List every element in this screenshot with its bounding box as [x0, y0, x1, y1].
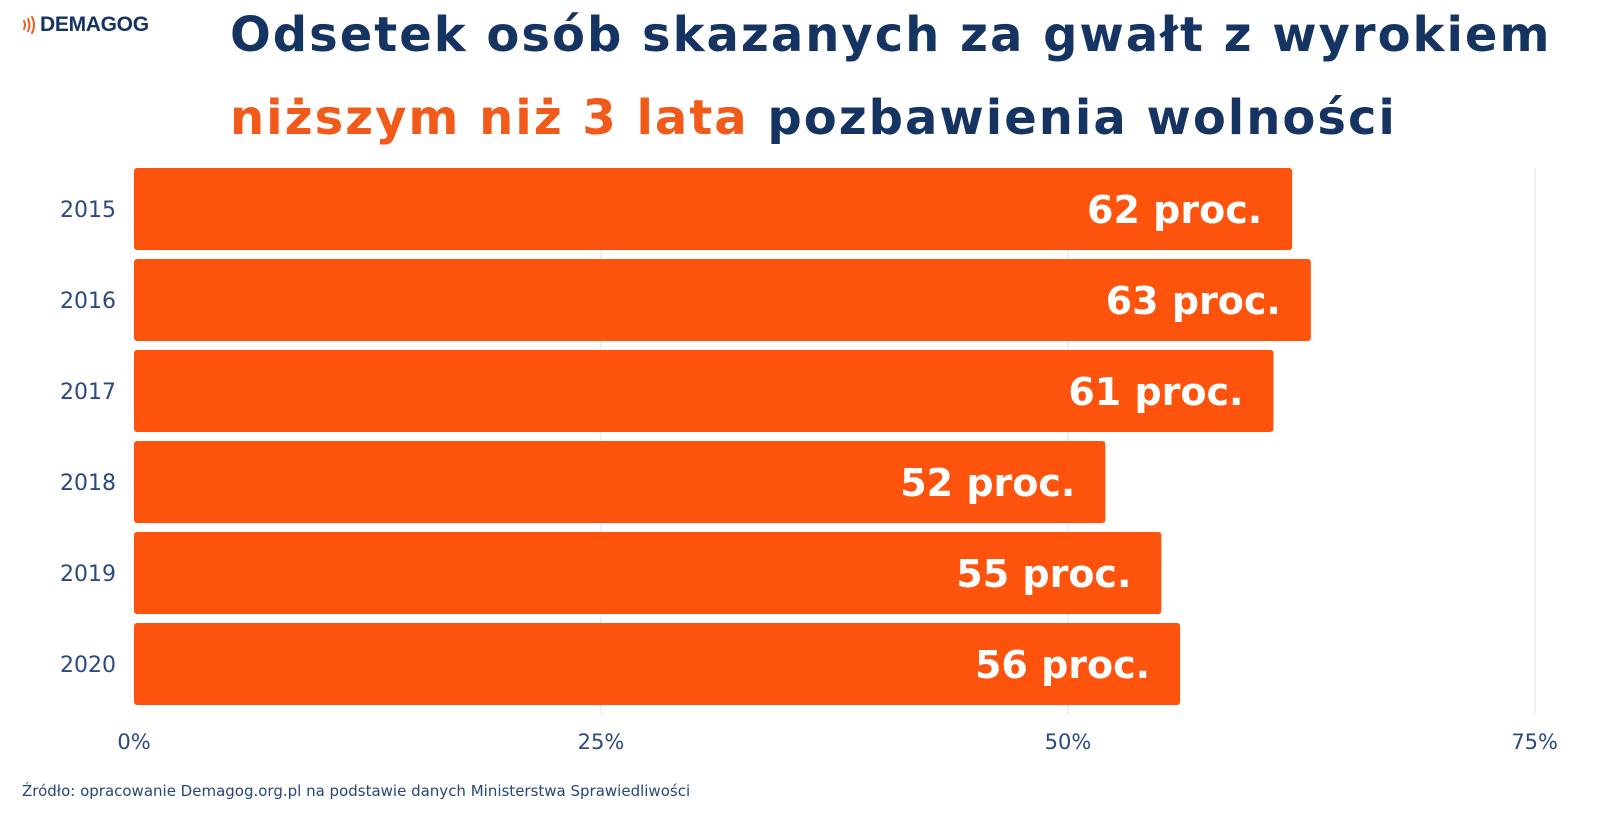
bar-2015: [134, 168, 1293, 250]
data-label: 55 proc.: [956, 552, 1131, 596]
bar-2019: [134, 532, 1162, 614]
chart-title-line1: Odsetek osób skazanych za gwałt z wyroki…: [230, 7, 1552, 63]
category-label: 2015: [60, 198, 116, 223]
category-label: 2016: [60, 289, 116, 314]
signal-icon: [23, 16, 35, 34]
data-label: 56 proc.: [975, 643, 1150, 687]
logo-text: DEMAGOG: [40, 13, 149, 36]
x-tick-label: 75%: [1511, 730, 1558, 754]
x-tick-label: 0%: [117, 730, 150, 754]
category-label: 2018: [60, 471, 116, 496]
data-label: 52 proc.: [900, 461, 1075, 505]
bar-2020: [134, 623, 1181, 705]
bar-2017: [134, 350, 1274, 432]
chart-title-line2: niższym niż 3 lata pozbawienia wolności: [230, 94, 1397, 142]
demagog-logo: DEMAGOG: [22, 13, 149, 37]
data-label: 63 proc.: [1106, 279, 1281, 323]
x-tick-label: 25%: [578, 730, 625, 754]
chart-title-rest: pozbawienia wolności: [748, 90, 1397, 146]
source-note: Źródło: opracowanie Demagog.org.pl na po…: [22, 782, 691, 800]
category-label: 2017: [60, 380, 116, 405]
bar-2016: [134, 259, 1311, 341]
category-label: 2020: [60, 653, 116, 678]
data-label: 61 proc.: [1068, 370, 1243, 414]
data-label: 62 proc.: [1087, 188, 1262, 232]
x-tick-label: 50%: [1045, 730, 1092, 754]
category-label: 2019: [60, 562, 116, 587]
chart-title-highlight: niższym niż 3 lata: [230, 90, 749, 146]
bar-2018: [134, 441, 1106, 523]
